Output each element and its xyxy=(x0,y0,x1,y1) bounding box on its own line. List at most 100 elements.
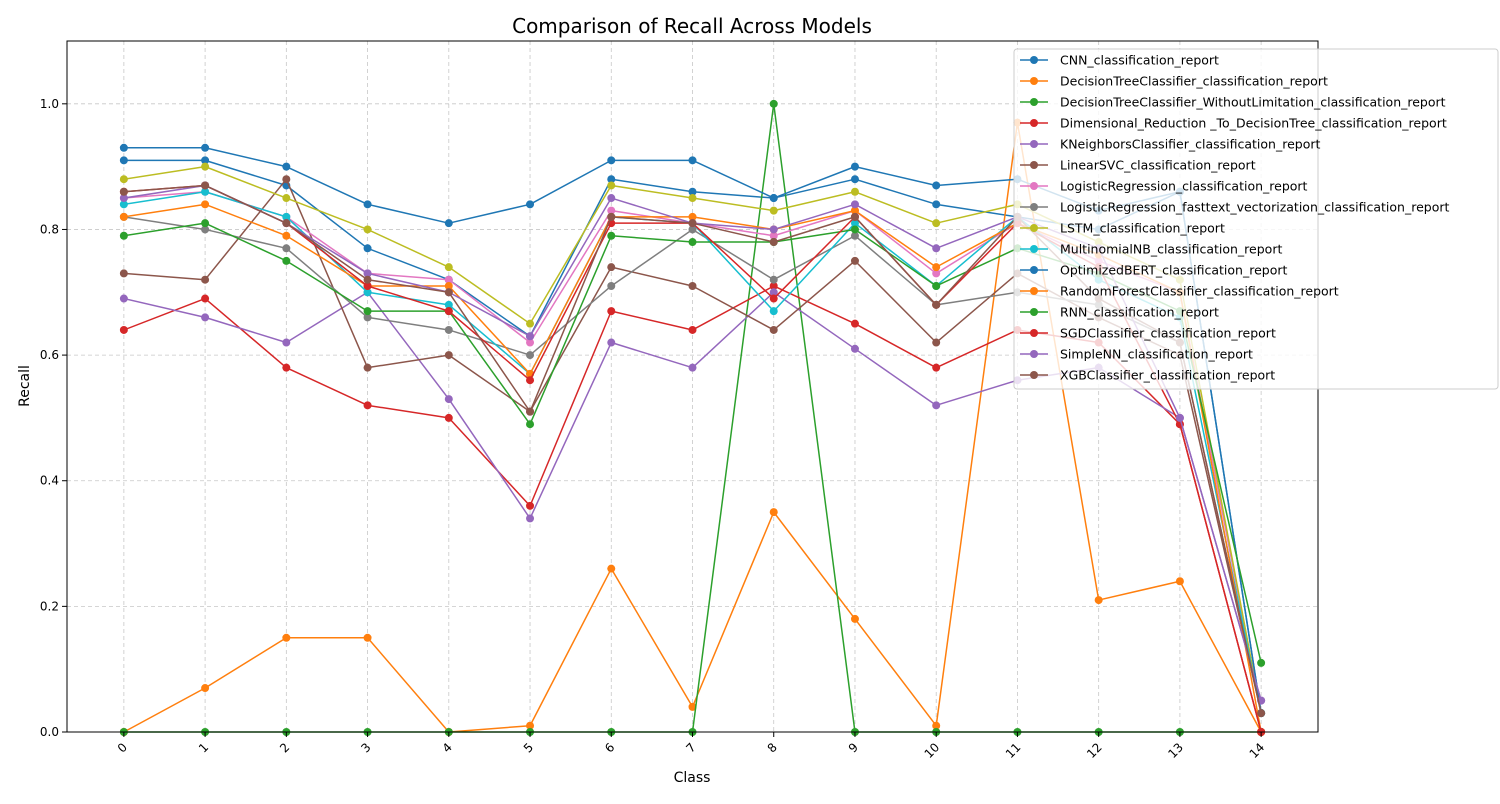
data-point xyxy=(119,212,128,221)
legend-label: MultinomialNB_classification_report xyxy=(1060,242,1282,257)
x-tick-label: 7 xyxy=(683,740,698,755)
data-point xyxy=(363,244,372,253)
legend-label: SGDClassifier_classification_report xyxy=(1060,326,1276,341)
data-point xyxy=(932,219,941,228)
data-point xyxy=(282,162,291,171)
data-point xyxy=(850,175,859,184)
x-tick-label: 12 xyxy=(1084,740,1105,761)
data-point xyxy=(201,156,210,165)
data-point xyxy=(688,281,697,290)
data-point xyxy=(119,294,128,303)
legend-label: CNN_classification_report xyxy=(1060,53,1219,68)
legend-label: Dimensional_Reduction _To_DecisionTree_c… xyxy=(1060,116,1447,131)
data-point xyxy=(201,275,210,284)
data-point xyxy=(201,162,210,171)
data-point xyxy=(932,363,941,372)
data-point xyxy=(932,269,941,278)
legend-marker xyxy=(1030,266,1038,274)
legend-label: OptimizedBERT_classification_report xyxy=(1060,263,1287,278)
legend-item: LogisticRegression_classification_report xyxy=(1020,179,1308,194)
data-point xyxy=(282,231,291,240)
data-point xyxy=(526,338,535,347)
data-point xyxy=(526,351,535,360)
x-tick-label: 14 xyxy=(1247,740,1268,761)
legend-marker xyxy=(1030,245,1038,253)
legend-item: LSTM_classification_report xyxy=(1020,221,1225,236)
data-point xyxy=(201,200,210,209)
legend-box xyxy=(1013,48,1499,390)
data-point xyxy=(119,200,128,209)
data-point xyxy=(769,288,778,297)
x-tick-label: 4 xyxy=(440,740,455,755)
data-point xyxy=(688,363,697,372)
legend-marker xyxy=(1030,119,1038,127)
data-point xyxy=(769,194,778,203)
legend-label: RandomForestClassifier_classification_re… xyxy=(1060,284,1339,299)
data-point xyxy=(526,319,535,328)
data-point xyxy=(526,407,535,416)
data-point xyxy=(607,231,616,240)
data-point xyxy=(119,187,128,196)
data-point xyxy=(526,514,535,523)
data-point xyxy=(607,564,616,573)
legend-marker xyxy=(1030,350,1038,358)
x-tick-label: 9 xyxy=(846,740,861,755)
data-point xyxy=(201,294,210,303)
legend-item: MultinomialNB_classification_report xyxy=(1020,242,1282,257)
data-point xyxy=(932,401,941,410)
legend-marker xyxy=(1030,371,1038,379)
x-tick-label: 13 xyxy=(1165,740,1186,761)
legend-item: Dimensional_Reduction _To_DecisionTree_c… xyxy=(1020,116,1447,131)
legend-item: RNN_classification_report xyxy=(1020,305,1219,320)
data-point xyxy=(769,508,778,517)
x-tick-label: 3 xyxy=(358,740,373,755)
data-point xyxy=(1257,709,1266,718)
data-point xyxy=(607,156,616,165)
data-point xyxy=(850,219,859,228)
data-point xyxy=(119,156,128,165)
x-tick-label: 2 xyxy=(277,740,292,755)
x-tick-label: 6 xyxy=(602,740,617,755)
data-point xyxy=(444,395,453,404)
data-point xyxy=(444,288,453,297)
data-point xyxy=(282,633,291,642)
legend-label: LinearSVC_classification_report xyxy=(1060,158,1256,173)
data-point xyxy=(850,319,859,328)
legend-label: LogisticRegression_fasttext_vectorizatio… xyxy=(1060,200,1449,215)
data-point xyxy=(201,225,210,234)
legend-label: RNN_classification_report xyxy=(1060,305,1219,320)
data-point xyxy=(363,401,372,410)
data-point xyxy=(769,325,778,334)
data-point xyxy=(850,200,859,209)
data-point xyxy=(526,721,535,730)
data-point xyxy=(688,194,697,203)
data-point xyxy=(444,300,453,309)
x-tick-label: 5 xyxy=(521,740,536,755)
data-point xyxy=(850,162,859,171)
legend-item: SGDClassifier_classification_report xyxy=(1020,326,1276,341)
data-point xyxy=(119,175,128,184)
y-axis-label: Recall xyxy=(17,365,33,407)
data-point xyxy=(444,351,453,360)
data-point xyxy=(363,307,372,316)
data-point xyxy=(607,175,616,184)
data-point xyxy=(282,212,291,221)
y-tick-label: 0.4 xyxy=(40,474,59,488)
data-point xyxy=(850,344,859,353)
data-point xyxy=(1175,577,1184,586)
data-point xyxy=(363,288,372,297)
x-tick-label: 1 xyxy=(196,740,211,755)
legend-label: DecisionTreeClassifier_WithoutLimitation… xyxy=(1060,95,1446,110)
data-point xyxy=(769,225,778,234)
data-point xyxy=(363,275,372,284)
data-point xyxy=(282,256,291,265)
data-point xyxy=(363,281,372,290)
legend-item: CNN_classification_report xyxy=(1020,53,1219,68)
y-tick-label: 0.6 xyxy=(40,348,59,362)
data-point xyxy=(119,325,128,334)
data-point xyxy=(769,231,778,240)
data-point xyxy=(444,325,453,334)
data-point xyxy=(201,181,210,190)
data-point xyxy=(850,206,859,215)
